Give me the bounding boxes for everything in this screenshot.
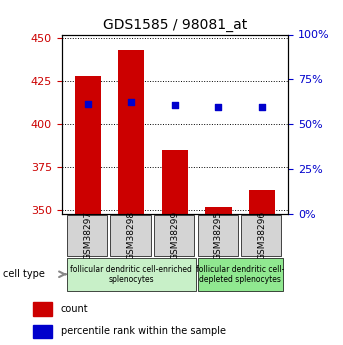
Bar — [67, 215, 107, 256]
Bar — [110, 215, 151, 256]
Bar — [198, 215, 238, 256]
Point — [129, 99, 134, 105]
Point — [216, 104, 221, 110]
Text: GSM38298: GSM38298 — [127, 211, 136, 260]
Bar — [75, 76, 101, 214]
Bar — [154, 215, 194, 256]
Text: GSM38296: GSM38296 — [258, 211, 267, 260]
Text: GSM38299: GSM38299 — [170, 211, 179, 260]
Text: GSM38295: GSM38295 — [214, 211, 223, 260]
Text: percentile rank within the sample: percentile rank within the sample — [61, 326, 226, 336]
Bar — [198, 258, 283, 291]
Text: cell type: cell type — [3, 269, 45, 279]
Bar — [241, 215, 281, 256]
Bar — [162, 150, 188, 214]
Bar — [34, 302, 51, 316]
Title: GDS1585 / 98081_at: GDS1585 / 98081_at — [103, 18, 247, 32]
Text: count: count — [61, 304, 88, 314]
Bar — [67, 258, 196, 291]
Text: follicular dendritic cell-enriched
splenocytes: follicular dendritic cell-enriched splen… — [70, 265, 192, 284]
Text: GSM38297: GSM38297 — [83, 211, 92, 260]
Bar — [34, 325, 51, 338]
Bar — [249, 190, 275, 214]
Bar — [118, 50, 144, 214]
Bar — [205, 207, 232, 214]
Point — [85, 101, 91, 106]
Text: follicular dendritic cell-
depleted splenocytes: follicular dendritic cell- depleted sple… — [196, 265, 284, 284]
Point — [259, 104, 265, 110]
Point — [172, 102, 178, 108]
